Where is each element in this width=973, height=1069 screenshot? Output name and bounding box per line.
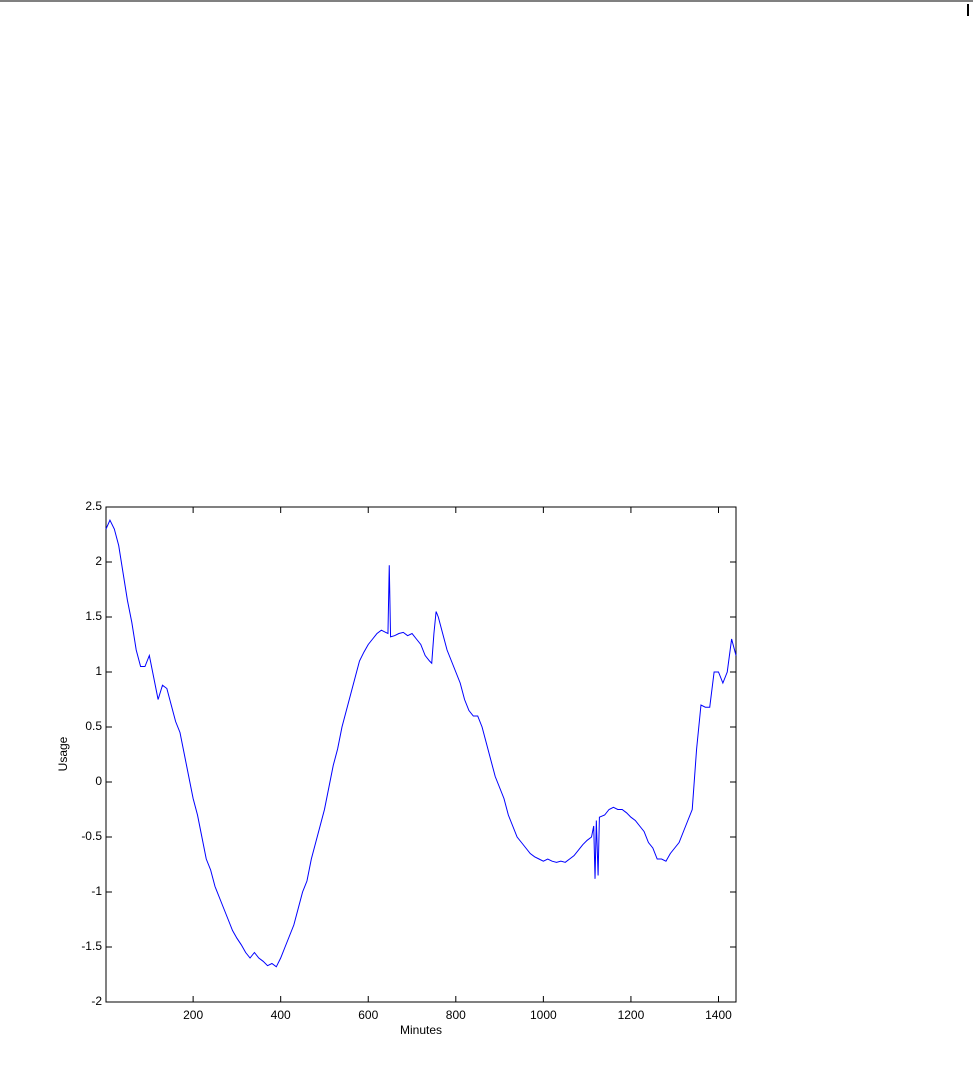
cursor-bar [967, 4, 969, 16]
y-axis-label: Usage [56, 736, 70, 771]
x-tick-label: 1200 [618, 1008, 645, 1022]
y-tick-label: 2.5 [85, 499, 102, 513]
x-axis-label: Minutes [400, 1023, 442, 1037]
x-tick-label: 800 [446, 1008, 466, 1022]
data-line [105, 519, 737, 968]
y-tick-label: 0 [95, 774, 102, 788]
x-tick-label: 1000 [530, 1008, 557, 1022]
y-tick-label: -1.5 [81, 939, 102, 953]
x-tick-label: 400 [271, 1008, 291, 1022]
y-tick-label: -0.5 [81, 829, 102, 843]
y-tick-label: -2 [91, 994, 102, 1008]
x-tick-label: 200 [183, 1008, 203, 1022]
y-tick-label: 1.5 [85, 609, 102, 623]
y-tick-label: 1 [95, 664, 102, 678]
x-tick-label: 1400 [705, 1008, 732, 1022]
x-tick-label: 600 [358, 1008, 378, 1022]
axes-box [105, 506, 737, 1003]
y-tick-label: -1 [91, 884, 102, 898]
y-tick-label: 0.5 [85, 719, 102, 733]
y-tick-label: 2 [95, 554, 102, 568]
